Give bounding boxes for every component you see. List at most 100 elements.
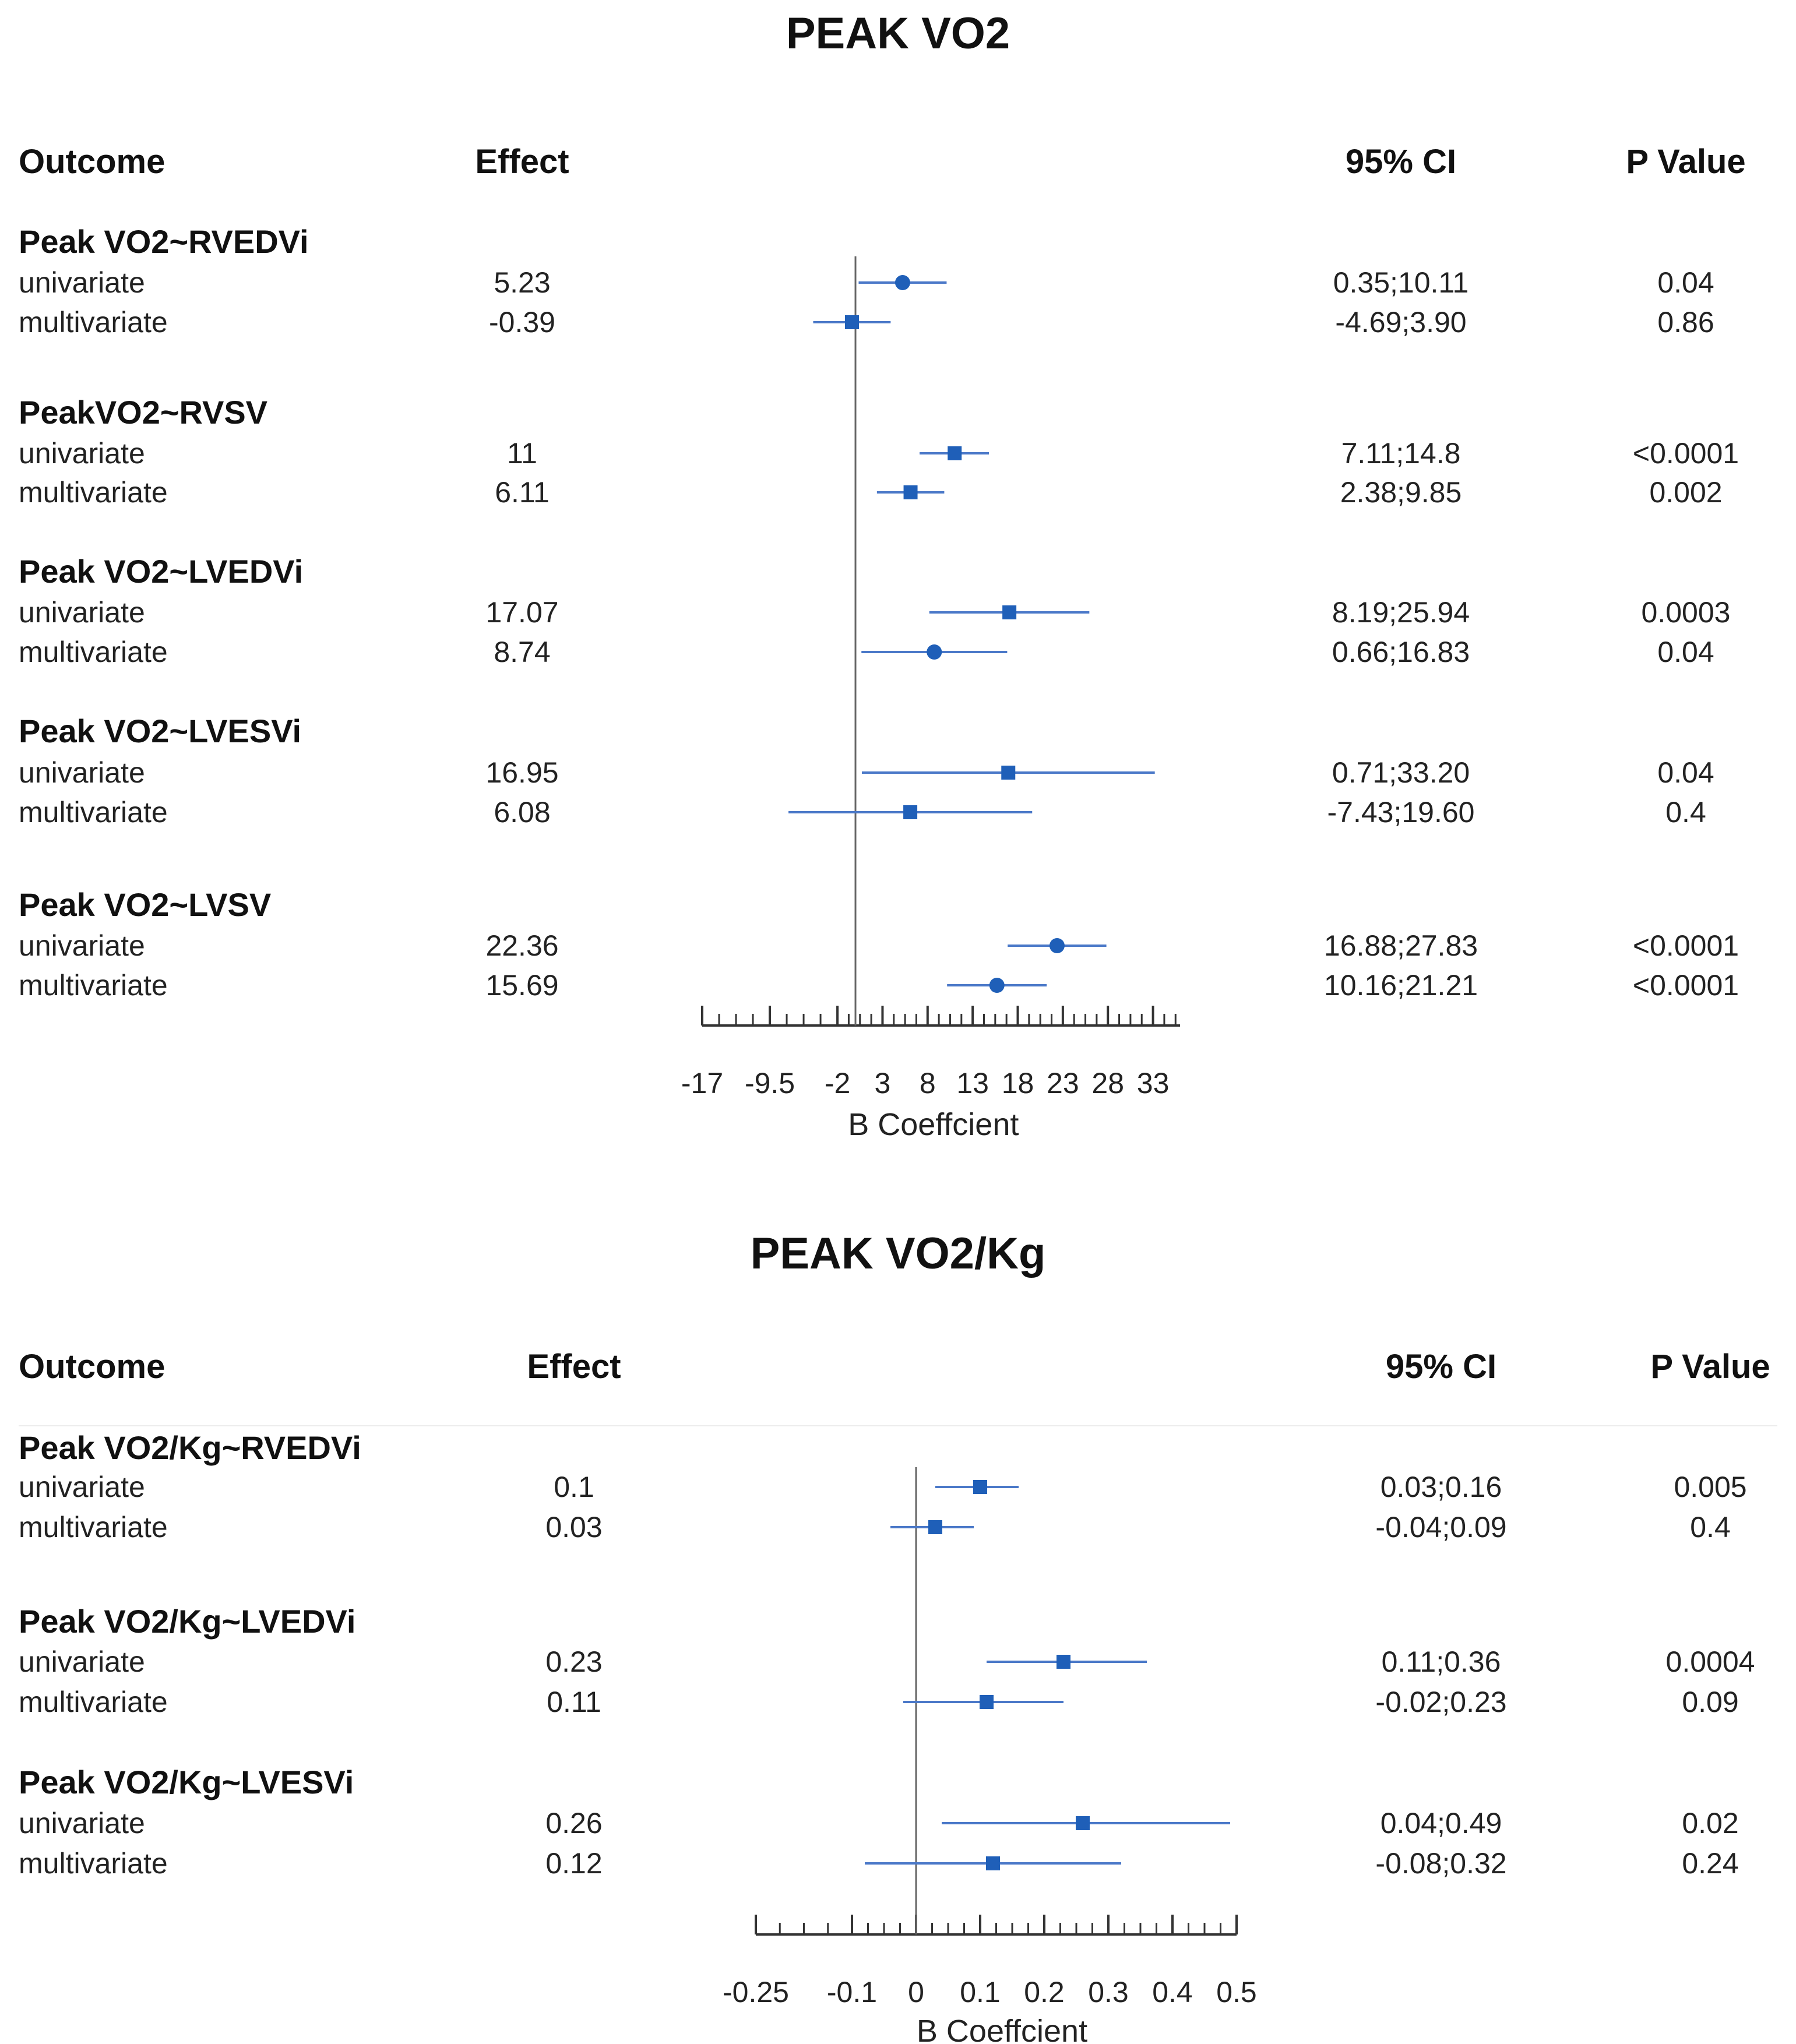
row-label: univariate	[19, 266, 145, 299]
row-label: univariate	[19, 596, 145, 629]
row-label: multivariate	[19, 796, 168, 829]
point-estimate	[989, 978, 1005, 993]
row-label: multivariate	[19, 1511, 168, 1543]
p-value: 0.09	[1682, 1686, 1739, 1718]
forest-plot-peak-vo2: PEAK VO2 Outcome Effect 95% CI P Value P…	[19, 9, 1746, 1142]
x-tick-label: 13	[956, 1067, 989, 1099]
row-label: multivariate	[19, 1686, 168, 1718]
point-estimate	[1049, 938, 1065, 953]
row-label: univariate	[19, 1807, 145, 1839]
point-estimate	[973, 1480, 987, 1494]
point-estimate	[1076, 1816, 1090, 1830]
x-tick-label: 28	[1091, 1067, 1124, 1099]
row-label: univariate	[19, 1645, 145, 1678]
ci-value: -7.43;19.60	[1327, 796, 1475, 829]
x-tick-label: 23	[1047, 1067, 1079, 1099]
group-label-lvesvi: Peak VO2/Kg~LVESVi	[19, 1764, 354, 1800]
x-tick-label: 33	[1137, 1067, 1170, 1099]
ci-value: 8.19;25.94	[1332, 596, 1470, 629]
p-value: 0.0003	[1641, 596, 1731, 629]
p-value: 0.02	[1682, 1807, 1739, 1839]
effect-value: 6.08	[494, 796, 551, 829]
effect-value: 5.23	[494, 266, 551, 299]
forest-plot-area: -0.25 -0.1 0 0.1 0.2 0.3 0.4 0.5 B Coeffcient	[723, 1467, 1257, 2044]
effect-value: 17.07	[485, 596, 559, 629]
point-estimate	[928, 1520, 942, 1534]
point-estimate	[1057, 1655, 1070, 1669]
x-axis-label: B Coeffcient	[848, 1107, 1019, 1142]
p-value: <0.0001	[1632, 969, 1739, 1002]
effect-value: 0.1	[554, 1471, 594, 1503]
p-value: 0.04	[1657, 756, 1714, 789]
ci-value: 0.04;0.49	[1380, 1807, 1502, 1839]
x-tick-label: 0.2	[1024, 1976, 1065, 2008]
effect-value: 0.23	[545, 1645, 603, 1678]
header-effect: Effect	[527, 1348, 621, 1386]
x-tick-label: -0.1	[827, 1976, 877, 2008]
x-tick-label: 0.1	[960, 1976, 1001, 2008]
x-tick-label: 0.4	[1152, 1976, 1193, 2008]
x-axis-label: B Coeffcient	[917, 2014, 1087, 2044]
x-tick-label: 0.3	[1088, 1976, 1129, 2008]
row-label: multivariate	[19, 1847, 168, 1880]
ci-value: 2.38;9.85	[1340, 476, 1462, 509]
x-tick-label: 3	[875, 1067, 891, 1099]
x-tick-label: 0.5	[1216, 1976, 1257, 2008]
group-label-rvedvi: Peak VO2/Kg~RVEDVi	[19, 1429, 361, 1466]
ci-value: -4.69;3.90	[1335, 306, 1467, 339]
p-value: 0.24	[1682, 1847, 1739, 1880]
row-label: univariate	[19, 756, 145, 789]
row-label: multivariate	[19, 636, 168, 668]
forest-plot-peak-vo2-kg: PEAK VO2/Kg Outcome Effect 95% CI P Valu…	[0, 1189, 1796, 2044]
point-estimate	[903, 485, 918, 499]
ci-value: 10.16;21.21	[1323, 969, 1478, 1002]
header-p-value: P Value	[1626, 143, 1746, 181]
group-label-lvesvi: Peak VO2~LVESVi	[19, 713, 302, 749]
header-divider	[19, 1425, 1777, 1426]
p-value: 0.4	[1690, 1511, 1731, 1543]
x-tick-label: 18	[1002, 1067, 1034, 1099]
point-estimate	[844, 315, 859, 329]
p-value: 0.04	[1657, 266, 1714, 299]
point-estimate	[1001, 766, 1016, 780]
point-estimate	[927, 644, 942, 660]
point-estimate	[986, 1856, 1000, 1870]
chart-title: PEAK VO2/Kg	[750, 1229, 1046, 1278]
group-label-rvedvi: Peak VO2~RVEDVi	[19, 223, 309, 260]
p-value: 0.86	[1657, 306, 1714, 339]
effect-value: 15.69	[485, 969, 559, 1002]
row-label: multivariate	[19, 306, 168, 339]
x-tick-label: -17	[681, 1067, 723, 1099]
ci-value: 0.66;16.83	[1332, 636, 1470, 668]
x-tick-label: 8	[920, 1067, 936, 1099]
effect-value: 8.74	[494, 636, 551, 668]
p-value: 0.002	[1649, 476, 1723, 509]
effect-value: 16.95	[485, 756, 559, 789]
x-tick-label: 0	[908, 1976, 924, 2008]
point-estimate	[895, 275, 910, 290]
forest-plot-area: -17 -9.5 -2 3 8 13 18 23 28 33 B Coeffcient	[681, 256, 1180, 1142]
header-outcome: Outcome	[19, 143, 165, 181]
effect-value: 22.36	[485, 929, 559, 962]
ci-value: -0.02;0.23	[1375, 1686, 1507, 1718]
p-value: 0.04	[1657, 636, 1714, 668]
group-label-lvsv: Peak VO2~LVSV	[19, 886, 272, 923]
ci-value: -0.04;0.09	[1375, 1511, 1507, 1543]
point-estimate	[980, 1695, 994, 1709]
point-estimate	[903, 805, 918, 819]
ci-value: -0.08;0.32	[1375, 1847, 1507, 1880]
header-ci: 95% CI	[1385, 1348, 1497, 1386]
group-label-lvedvi: Peak VO2/Kg~LVEDVi	[19, 1603, 356, 1640]
ci-value: 0.71;33.20	[1332, 756, 1470, 789]
effect-value: -0.39	[489, 306, 555, 339]
group-label-rvsv: PeakVO2~RVSV	[19, 394, 268, 431]
row-label: univariate	[19, 437, 145, 470]
ci-value: 0.03;0.16	[1380, 1471, 1502, 1503]
effect-value: 11	[507, 437, 537, 470]
p-value: <0.0001	[1632, 437, 1739, 470]
effect-value: 0.26	[545, 1807, 603, 1839]
p-value: 0.005	[1674, 1471, 1747, 1503]
p-value: <0.0001	[1632, 929, 1739, 962]
point-estimate	[1002, 605, 1017, 619]
row-label: multivariate	[19, 476, 168, 509]
